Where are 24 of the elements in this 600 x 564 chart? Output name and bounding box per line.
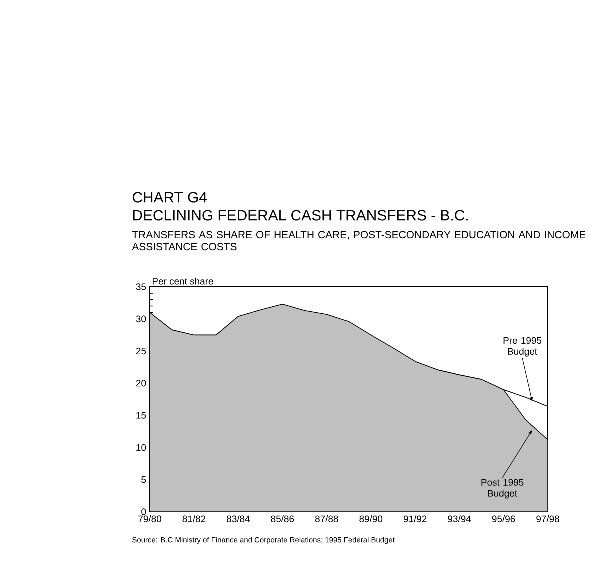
text: TRANSFERS AS SHARE OF HEALTH CARE, POST-SECONDARY EDUCATION AND INCOME ASSISTANCE COSTS [132,231,586,251]
x-tick-label: 81/82 [182,516,206,522]
x-tick-label: 91/92 [404,516,427,522]
x-tick-label: 89/90 [360,516,383,522]
x-tick-label: 79/80 [138,516,162,522]
y-tick-label: 15 [136,412,146,419]
series-label: Post 1995 Budget [482,479,524,499]
y-tick-label: 20 [136,380,146,387]
y-tick-label: 35 [136,284,146,290]
x-tick-label: 97/98 [536,516,560,522]
y-tick-label: 5 [142,476,146,484]
y-tick-label: 25 [136,348,146,355]
text: Pre 1995 Budget [504,337,542,357]
x-tick-label: 95/96 [492,516,516,522]
y-tick-label: 0 [142,508,146,516]
y-tick-label: 10 [136,444,146,452]
chart-title: CHART G4 [132,192,208,203]
x-tick-label: 85/86 [271,516,294,522]
x-tick-label: 87/88 [315,516,338,522]
chart-subtitle: DECLINING FEDERAL CASH TRANSFERS - B.C. [133,210,468,221]
y-axis-title: Per cent share [152,278,214,285]
x-tick-label: 93/94 [448,516,472,522]
x-tick-label: 83/84 [227,516,250,522]
y-tick-label: 30 [136,316,146,322]
